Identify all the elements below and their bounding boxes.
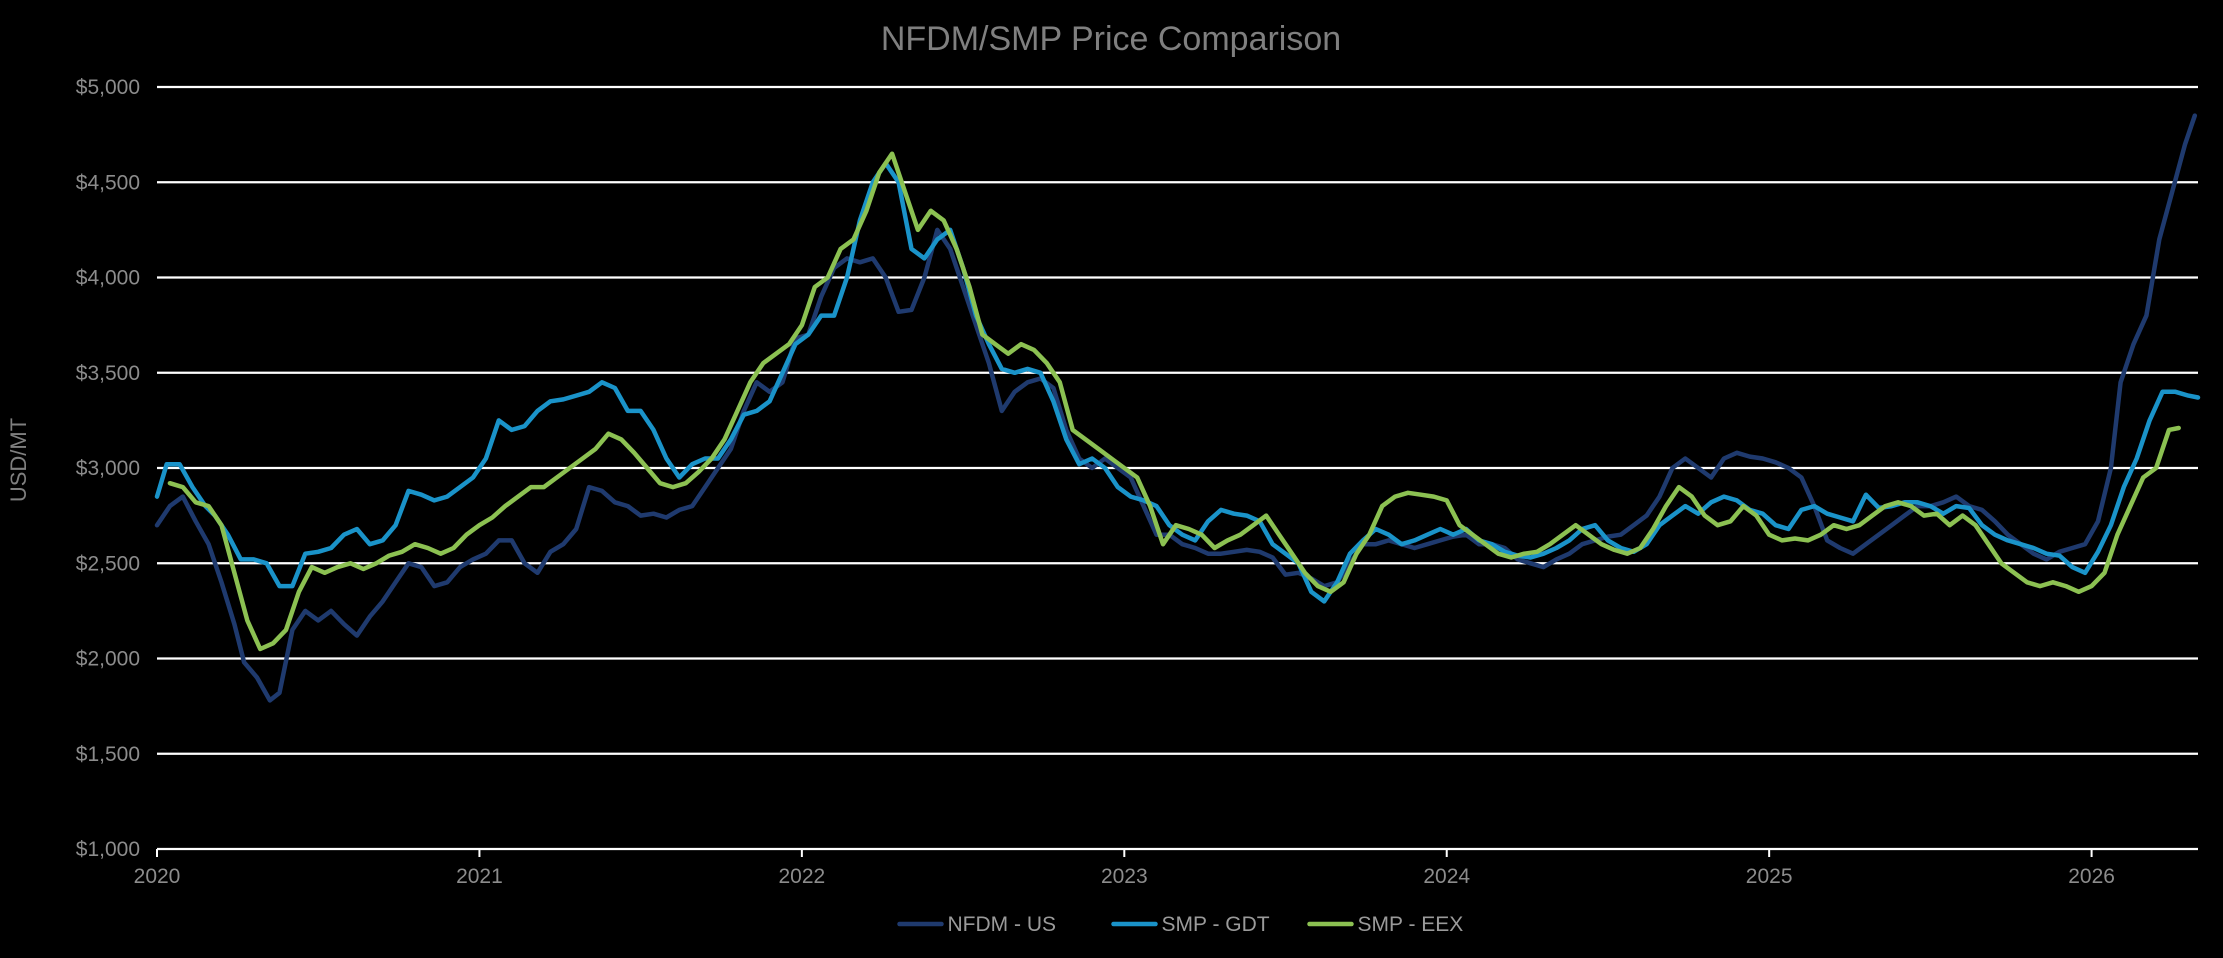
y-tick-label: $3,500 — [76, 362, 140, 385]
x-tick-label: 2026 — [2068, 865, 2115, 888]
x-tick-label: 2020 — [134, 865, 181, 888]
y-axis-label: USD/MT — [6, 418, 31, 502]
y-axis-ticks: $1,000 $1,500 $2,000 $2,500 $3,000 $3,500 $4,0… — [76, 76, 140, 861]
y-tick-label: $1,000 — [76, 838, 140, 861]
legend: NFDM - US SMP - GDT SMP - EEX — [897, 913, 1464, 936]
legend-label: SMP - EEX — [1358, 913, 1464, 936]
legend-label: NFDM - US — [948, 913, 1057, 936]
x-tick-label: 2023 — [1101, 865, 1148, 888]
series-line-smp-eex — [167, 151, 2181, 652]
chart-title: NFDM/SMP Price Comparison — [881, 20, 1341, 58]
x-tick-label: 2025 — [1746, 865, 1793, 888]
y-tick-label: $3,000 — [76, 457, 140, 480]
y-tick-label: $4,000 — [76, 267, 140, 290]
series-lines — [154, 113, 2201, 703]
legend-label: SMP - GDT — [1162, 913, 1270, 936]
y-tick-label: $2,500 — [76, 552, 140, 575]
y-tick-label: $1,500 — [76, 743, 140, 766]
x-tick-label: 2022 — [779, 865, 826, 888]
legend-item-smp-gdt: SMP - GDT — [1111, 913, 1270, 936]
x-axis-ticks: 2020 2021 2022 2023 2024 2025 2026 — [134, 849, 2115, 888]
y-tick-label: $4,500 — [76, 171, 140, 194]
x-tick-label: 2024 — [1423, 865, 1470, 888]
legend-item-smp-eex: SMP - EEX — [1307, 913, 1464, 936]
series-line-nfdm-us — [154, 113, 2198, 703]
y-tick-label: $5,000 — [76, 76, 140, 99]
legend-item-nfdm-us: NFDM - US — [897, 913, 1057, 936]
series-line-smp-gdt — [154, 160, 2201, 604]
grid-lines — [157, 85, 2198, 851]
x-tick-label: 2021 — [456, 865, 503, 888]
y-tick-label: $2,000 — [76, 648, 140, 671]
